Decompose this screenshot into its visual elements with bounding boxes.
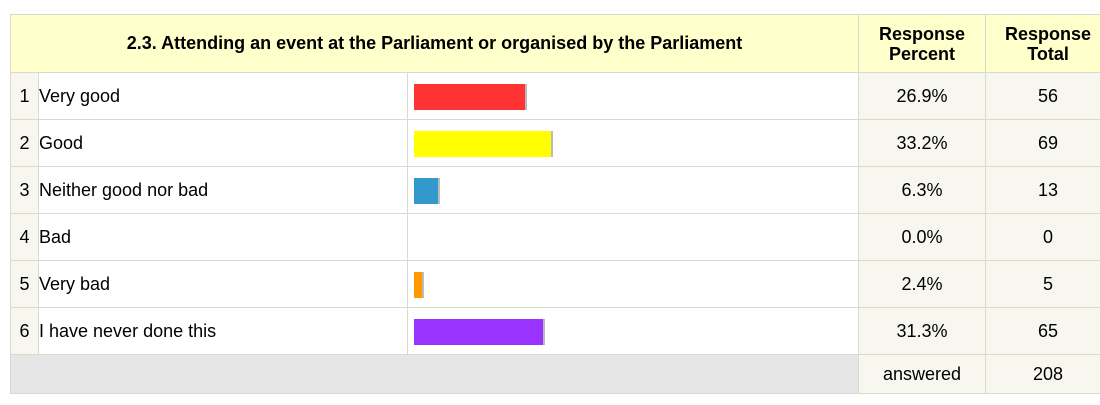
row-percent: 33.2% <box>858 119 987 167</box>
table-row: 4 Bad 0.0% 0 <box>10 213 1100 261</box>
header-row: 2.3. Attending an event at the Parliamen… <box>9 14 1100 73</box>
bar-very-good <box>414 84 527 110</box>
row-label: Neither good nor bad <box>38 166 408 214</box>
row-total: 0 <box>985 213 1100 261</box>
response-total-header-line1: Response <box>1005 23 1092 44</box>
bar-never-done <box>414 319 545 345</box>
bar-cell <box>406 307 860 355</box>
row-label: Very good <box>38 72 408 120</box>
bar-cell <box>406 166 860 214</box>
footer-blank <box>9 354 860 394</box>
answered-row: answered 208 <box>9 354 1100 394</box>
row-number: 5 <box>10 260 39 308</box>
row-total: 5 <box>985 260 1100 308</box>
row-number: 4 <box>10 213 39 261</box>
response-percent-header-line2: Percent <box>889 43 956 64</box>
survey-table: 2.3. Attending an event at the Parliamen… <box>9 14 1100 394</box>
answered-count: 208 <box>985 354 1100 394</box>
bar-neither-good-nor-bad <box>414 178 440 204</box>
row-number: 2 <box>10 119 39 167</box>
row-percent: 26.9% <box>858 72 987 120</box>
row-number: 3 <box>10 166 39 214</box>
row-total: 65 <box>985 307 1100 355</box>
table-row: 1 Very good 26.9% 56 <box>10 72 1100 120</box>
answered-label: answered <box>858 354 987 394</box>
response-percent-header-line1: Response <box>879 23 966 44</box>
response-percent-header: Response Percent <box>858 14 987 73</box>
bar-cell <box>406 213 860 261</box>
row-label: Bad <box>38 213 408 261</box>
row-total: 13 <box>985 166 1100 214</box>
row-number: 1 <box>10 72 39 120</box>
row-percent: 6.3% <box>858 166 987 214</box>
bar-good <box>414 131 553 157</box>
row-label: Very bad <box>38 260 408 308</box>
response-total-header: Response Total <box>985 14 1100 73</box>
row-total: 69 <box>985 119 1100 167</box>
row-label: Good <box>38 119 408 167</box>
table-row: 2 Good 33.2% 69 <box>10 119 1100 167</box>
response-total-header-line2: Total <box>1027 43 1069 64</box>
bar-cell <box>406 119 860 167</box>
bar-very-bad <box>414 272 424 298</box>
bar-cell <box>406 260 860 308</box>
table-row: 3 Neither good nor bad 6.3% 13 <box>10 166 1100 214</box>
row-percent: 0.0% <box>858 213 987 261</box>
row-total: 56 <box>985 72 1100 120</box>
bar-cell <box>406 72 860 120</box>
table-row: 5 Very bad 2.4% 5 <box>10 260 1100 308</box>
question-title: 2.3. Attending an event at the Parliamen… <box>9 14 860 73</box>
table-row: 6 I have never done this 31.3% 65 <box>10 307 1100 355</box>
row-number: 6 <box>10 307 39 355</box>
row-percent: 2.4% <box>858 260 987 308</box>
row-label: I have never done this <box>38 307 408 355</box>
row-percent: 31.3% <box>858 307 987 355</box>
